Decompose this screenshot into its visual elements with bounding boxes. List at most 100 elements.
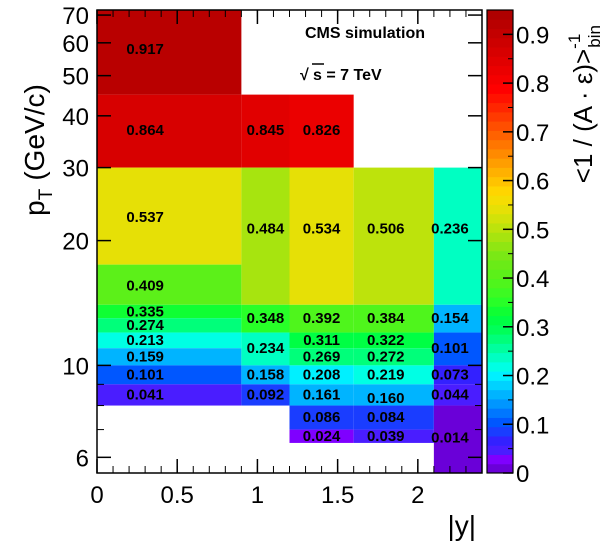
heatmap-cell-label: 0.158 (247, 367, 285, 384)
heatmap-cell-label: 0.392 (303, 310, 341, 327)
colorbar-swatch (487, 176, 513, 187)
heatmap-cell (433, 167, 482, 305)
heatmap-cell-label: 0.274 (126, 317, 164, 334)
colorbar-swatch (487, 84, 513, 94)
heatmap-cell (97, 365, 242, 385)
heatmap-cell-label: 0.534 (303, 220, 341, 237)
heatmap-cell (353, 384, 434, 406)
colorbar-swatch (487, 445, 513, 455)
heatmap-cell-label: 0.159 (126, 349, 164, 366)
colorbar-swatch (487, 195, 513, 205)
y-tick-label: 60 (62, 31, 89, 58)
colorbar-swatch (487, 371, 513, 381)
colorbar-swatch (487, 148, 513, 159)
heatmap-cell (353, 365, 434, 385)
heatmap-cell-label: 0.537 (126, 209, 164, 226)
colorbar-swatch (487, 324, 513, 335)
colorbar-swatch (487, 121, 513, 131)
heatmap-cell (241, 332, 290, 366)
heatmap-cell (97, 384, 242, 406)
heatmap-cell (289, 405, 354, 430)
heatmap-cell (97, 332, 242, 349)
colorbar-swatch (487, 241, 513, 252)
heatmap-cell-label: 0.039 (367, 428, 405, 445)
y-tick-label: 20 (62, 229, 89, 256)
heatmap-cell-label: 0.044 (431, 387, 469, 404)
colorbar-swatch (487, 19, 513, 30)
heatmap-cell (353, 405, 434, 430)
colorbar-swatch (487, 417, 513, 428)
heatmap-cell (289, 348, 354, 366)
colorbar-swatch (487, 93, 513, 104)
heatmap-cell-labels: 0.917 0.864 0.845 0.826 0.537 0.409 0.484 0.534… (126, 41, 469, 447)
colorbar-tick-label: 0.5 (516, 217, 549, 244)
colorbar-swatch (487, 297, 513, 307)
x-axis: 0 0.5 1 1.5 2 (90, 10, 483, 509)
y-axis-label-main: p (19, 200, 50, 216)
heatmap-cells (97, 10, 482, 473)
colorbar-tick-label: 0.3 (516, 315, 549, 342)
heatmap-cell (289, 429, 354, 443)
colorbar-swatch (487, 158, 513, 168)
heatmap-cell-label: 0.024 (303, 428, 341, 445)
heatmap-cell (241, 304, 290, 333)
colorbar-label-main: <1 / (A · ε)> (568, 49, 598, 183)
heatmap-cell (97, 318, 242, 333)
heatmap-cell (97, 10, 242, 95)
y-axis-label: pT (GeV/c) (19, 84, 57, 216)
heatmap-cell-label: 0.086 (303, 409, 341, 426)
heatmap-cell-label: 0.236 (431, 220, 469, 237)
y-axis-label-sub: T (36, 188, 57, 200)
colorbar-swatch (487, 139, 513, 150)
heatmap-cell (97, 348, 242, 366)
colorbar-swatch (487, 260, 513, 270)
colorbar-swatch (487, 352, 513, 363)
heatmap-cell-label: 0.084 (367, 409, 405, 426)
heatmap-cell (241, 365, 290, 385)
colorbar-swatch (487, 130, 513, 141)
colorbar-tick-label: 0.2 (516, 364, 549, 391)
heatmap-cell (353, 332, 434, 349)
colorbar-frame (486, 9, 514, 474)
heatmap-cell (289, 167, 354, 305)
heatmap-cell (433, 365, 482, 385)
heatmap-cell-label: 0.506 (367, 220, 405, 237)
colorbar-swatch (487, 10, 513, 20)
heatmap-cell-label: 0.335 (126, 303, 164, 320)
heatmap-cell-label: 0.409 (126, 277, 164, 294)
x-tick-label: 0.5 (161, 482, 194, 509)
colorbar-swatch (487, 102, 513, 113)
heatmap-cell (241, 167, 290, 305)
colorbar-tick-label: 0.8 (516, 71, 549, 98)
colorbar-swatch (487, 232, 513, 242)
colorbar-tick-label: 0.7 (516, 120, 549, 147)
x-tick-label: 1.5 (321, 482, 354, 509)
colorbar-swatch (487, 28, 513, 39)
heatmap-cell-label: 0.073 (431, 367, 469, 384)
heatmap-cell (353, 167, 434, 305)
heatmap-cell-label: 0.101 (126, 367, 164, 384)
colorbar-swatch (487, 343, 513, 354)
y-tick-label: 30 (62, 156, 89, 183)
heatmap-cell (241, 94, 290, 168)
y-tick-label: 70 (62, 3, 89, 30)
heatmap-cell-label: 0.384 (367, 310, 405, 327)
heatmap-cell (289, 94, 354, 168)
y-tick-label: 6 (76, 445, 89, 472)
annotation-energy: √ s = 7 TeV (300, 63, 382, 84)
heatmap-cell-label: 0.917 (126, 41, 164, 58)
colorbar-tick-label: 0 (516, 461, 529, 488)
heatmap-cell-label: 0.272 (367, 349, 405, 366)
annotation-energy-sqrt: √ (300, 67, 309, 84)
colorbar-swatch (487, 56, 513, 67)
heatmap-cell-label: 0.160 (367, 390, 405, 407)
heatmap-cell-label: 0.845 (247, 122, 285, 139)
heatmap-cell-label: 0.484 (247, 220, 285, 237)
heatmap-cell (433, 304, 482, 333)
heatmap-cell-label: 0.014 (431, 429, 469, 446)
heatmap-cell-label: 0.092 (247, 387, 285, 404)
colorbar-swatch (487, 65, 513, 76)
colorbar-swatch (487, 380, 513, 391)
heatmap-cell-label: 0.322 (367, 332, 405, 349)
heatmap-cell-label: 0.213 (126, 332, 164, 349)
